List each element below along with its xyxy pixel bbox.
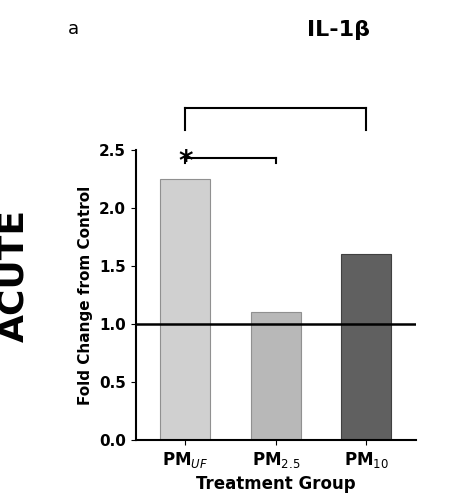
Text: ACUTE: ACUTE xyxy=(0,208,31,342)
Text: a: a xyxy=(68,20,79,38)
Bar xyxy=(160,179,210,440)
X-axis label: Treatment Group: Treatment Group xyxy=(195,476,355,494)
Y-axis label: Fold Change from Control: Fold Change from Control xyxy=(78,186,93,404)
Bar xyxy=(250,312,300,440)
Text: IL-1β: IL-1β xyxy=(307,20,370,40)
Bar xyxy=(341,254,390,440)
Text: *: * xyxy=(178,148,192,176)
